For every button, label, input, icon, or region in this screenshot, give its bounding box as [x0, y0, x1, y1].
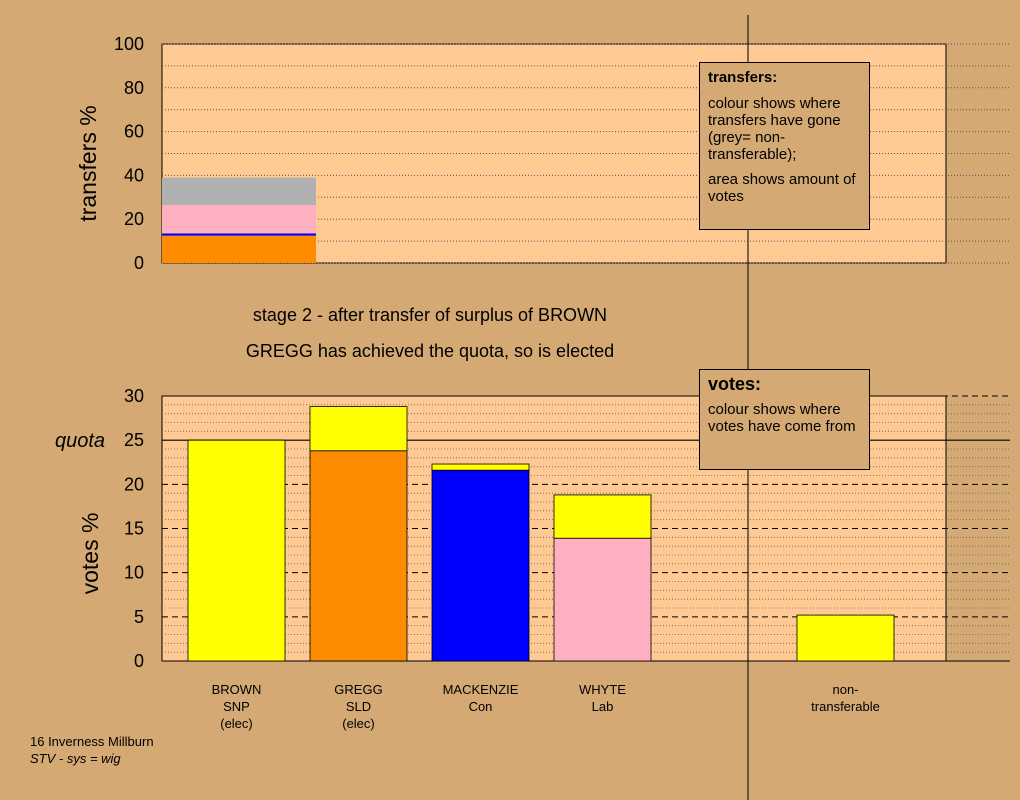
candidate-label: MACKENZIE	[443, 682, 519, 697]
candidate-label: Lab	[592, 699, 614, 714]
candidate-label: Con	[469, 699, 493, 714]
candidate-label: non-	[832, 682, 858, 697]
votes-legend-text: colour shows where votes have come from	[708, 401, 856, 435]
transfers-legend-text-1: colour shows where transfers have gone (…	[708, 95, 841, 163]
vote-bar-segment	[431, 469, 530, 662]
votes-ytick-label: 30	[124, 386, 144, 406]
transfers-ytick-label: 40	[124, 165, 144, 185]
votes-axis-label: votes %	[77, 513, 103, 595]
stage-caption: stage 2 - after transfer of surplus of B…	[252, 305, 608, 325]
transfers-legend-text-2: area shows amount of votes	[708, 171, 856, 205]
candidate-label: SNP	[223, 699, 250, 714]
votes-ytick-label: 20	[124, 474, 144, 494]
votes-legend: votes: colour shows where votes have com…	[699, 369, 870, 470]
transfers-ytick-label: 0	[134, 253, 144, 273]
votes-ytick-label: 15	[124, 519, 144, 539]
votes-ytick-label: 5	[134, 607, 144, 627]
transfers-axis-label: transfers %	[75, 105, 101, 221]
transfer-segment	[162, 177, 316, 205]
candidate-label: GREGG	[334, 682, 382, 697]
vote-bar-segment	[796, 614, 895, 662]
candidate-label: SLD	[346, 699, 371, 714]
vote-bar-segment	[553, 537, 652, 662]
votes-legend-title: votes:	[708, 374, 762, 394]
vote-bar-segment	[309, 450, 408, 662]
candidate-label: (elec)	[342, 716, 375, 731]
candidate-label: BROWN	[212, 682, 262, 697]
transfer-segment	[162, 235, 316, 263]
system-label: STV - sys = wig	[30, 751, 121, 766]
transfers-ytick-label: 80	[124, 78, 144, 98]
candidate-label: (elec)	[220, 716, 253, 731]
votes-ytick-label: 25	[124, 430, 144, 450]
vote-bar-segment	[309, 406, 408, 452]
ward-name: 16 Inverness Millburn	[30, 734, 154, 749]
votes-ytick-label: 10	[124, 563, 144, 583]
transfer-segment	[162, 233, 316, 236]
vote-bar-segment	[187, 439, 286, 662]
transfer-segment	[162, 204, 316, 234]
transfers-ytick-label: 20	[124, 209, 144, 229]
elected-caption: GREGG has achieved the quota, so is elec…	[245, 341, 615, 361]
votes-ytick-label: 0	[134, 651, 144, 671]
transfers-legend: transfers: colour shows where transfers …	[699, 62, 870, 230]
quota-label: quota	[55, 430, 105, 452]
vote-bar-segment	[431, 463, 530, 471]
transfers-legend-title: transfers:	[708, 69, 778, 86]
transfers-ytick-label: 60	[124, 122, 144, 142]
vote-bar-segment	[553, 494, 652, 539]
candidate-label: transferable	[811, 699, 880, 714]
candidate-label: WHYTE	[579, 682, 626, 697]
transfers-ytick-label: 100	[114, 34, 144, 54]
